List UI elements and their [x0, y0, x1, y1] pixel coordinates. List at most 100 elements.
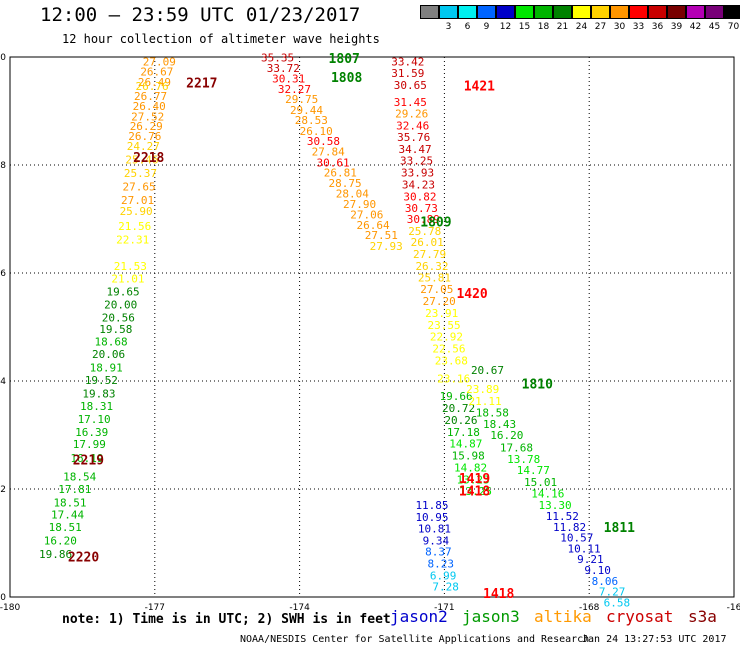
wave-height-label: 30.31: [272, 73, 305, 86]
wave-height-label: 29.75: [285, 93, 318, 106]
y-tick-label: 38: [0, 161, 6, 171]
legend-swatch: [591, 5, 610, 19]
wave-height-label: 26.76: [128, 130, 161, 143]
wave-height-label: 26.81: [324, 167, 357, 180]
wave-height-label: 18.51: [49, 521, 82, 534]
wave-height-label: 23.91: [425, 307, 458, 320]
wave-height-label: 10.11: [567, 542, 600, 555]
wave-height-label: 27.01: [121, 194, 154, 207]
wave-height-label: 30.65: [394, 79, 427, 92]
wave-height-label: 27.90: [343, 198, 376, 211]
legend-swatch: [534, 5, 553, 19]
time-label: 1807: [329, 52, 360, 67]
y-tick-label: 32: [0, 485, 6, 495]
legend-label: 45: [708, 22, 721, 32]
wave-height-label: 33.72: [267, 62, 300, 75]
wave-height-label: 23.16: [437, 372, 470, 385]
wave-height-label: 17.44: [51, 508, 84, 521]
wave-height-label: 10.57: [560, 532, 593, 545]
wave-height-label: 19.66: [440, 390, 473, 403]
y-tick-label: 34: [0, 377, 6, 387]
wave-height-label: 18.54: [63, 471, 96, 484]
legend-swatch: [553, 5, 572, 19]
wave-height-label: 11.82: [553, 521, 586, 534]
wave-height-label: 18.51: [53, 497, 86, 510]
wave-height-label: 18.43: [483, 418, 516, 431]
legend-swatch: [705, 5, 724, 19]
wave-height-label: 21.01: [111, 272, 144, 285]
wave-height-label: 8.37: [425, 546, 452, 559]
wave-height-label: 30.61: [316, 156, 349, 169]
credit-text: NOAA/NESDIS Center for Satellite Applica…: [240, 634, 590, 645]
legend-label: 39: [670, 22, 683, 32]
legend-label: 27: [594, 22, 607, 32]
legend-label: 70: [727, 22, 740, 32]
time-label: 2217: [186, 76, 217, 91]
time-label: 1420: [456, 287, 487, 302]
wave-height-label: 7.28: [432, 581, 459, 594]
legend-label: 42: [689, 22, 702, 32]
satellite-label: cryosat: [606, 607, 674, 626]
wave-height-label: 29.44: [290, 104, 323, 117]
satellite-label: altika: [534, 607, 592, 626]
wave-height-label: 23.68: [435, 354, 468, 367]
time-label: 2218: [133, 151, 164, 166]
wave-height-label: 19.58: [99, 323, 132, 336]
legend-swatch: [515, 5, 534, 19]
time-label: 2220: [68, 551, 99, 566]
wave-height-label: 27.84: [312, 146, 345, 159]
wave-height-label: 32.46: [396, 120, 429, 133]
wave-height-label: 17.81: [58, 483, 91, 496]
wave-height-label: 26.49: [138, 76, 171, 89]
wave-height-label: 21.11: [469, 395, 502, 408]
legend-label: 24: [575, 22, 588, 32]
legend-label: 3: [445, 22, 452, 32]
legend-swatch: [724, 5, 740, 19]
wave-height-label: 25.90: [120, 205, 153, 218]
wave-height-label: 33.93: [401, 167, 434, 180]
wave-height-label: 22.92: [430, 331, 463, 344]
y-tick-label: 36: [0, 269, 6, 279]
wave-height-label: 17.10: [78, 413, 111, 426]
wave-height-label: 19.86: [39, 548, 72, 561]
x-tick-label: -16: [727, 603, 740, 613]
legend-swatch: [420, 5, 439, 19]
wave-height-label: 33.42: [391, 55, 424, 68]
wave-height-label: 18.31: [80, 400, 113, 413]
wave-height-label: 22.56: [432, 343, 465, 356]
wave-height-label: 34.47: [399, 143, 432, 156]
wave-height-label: 19.52: [85, 374, 118, 387]
wave-height-label: 26.10: [300, 125, 333, 138]
x-tick-label: -174: [289, 603, 310, 613]
wave-height-label: 26.32: [415, 260, 448, 273]
wave-height-label: 21.56: [118, 220, 151, 233]
wave-height-label: 19.65: [107, 285, 140, 298]
wave-height-label: 21.53: [114, 260, 147, 273]
wave-height-label: 6.58: [604, 596, 631, 609]
wave-height-label: 15.98: [452, 450, 485, 463]
wave-height-label: 28.75: [329, 177, 362, 190]
wave-height-label: 16.20: [44, 534, 77, 547]
wave-height-label: 10.95: [415, 511, 448, 524]
legend-swatch: [686, 5, 705, 19]
wave-height-label: 30.89: [407, 213, 440, 226]
legend-swatch: [667, 5, 686, 19]
x-tick-label: -177: [145, 603, 165, 613]
y-tick-label: 30: [0, 593, 6, 603]
wave-height-label: 16.19: [70, 452, 103, 465]
wave-height-label: 13.25: [459, 485, 492, 498]
wave-height-label: 26.64: [357, 219, 390, 232]
wave-height-label: 26.40: [133, 100, 166, 113]
wave-height-label: 25.46: [125, 154, 158, 167]
wave-height-label: 28.53: [295, 114, 328, 127]
wave-height-label: 27.93: [370, 240, 403, 253]
footnote: note: 1) Time is in UTC; 2) SWH is in fe…: [62, 612, 391, 627]
wave-height-label: 27.79: [413, 248, 446, 261]
time-label: 1809: [420, 216, 451, 231]
x-tick-label: -171: [434, 603, 454, 613]
time-label: 1418: [459, 485, 490, 500]
wave-height-label: 7.27: [599, 586, 626, 599]
legend-label: 15: [518, 22, 531, 32]
wave-height-label: 27.05: [420, 283, 453, 296]
